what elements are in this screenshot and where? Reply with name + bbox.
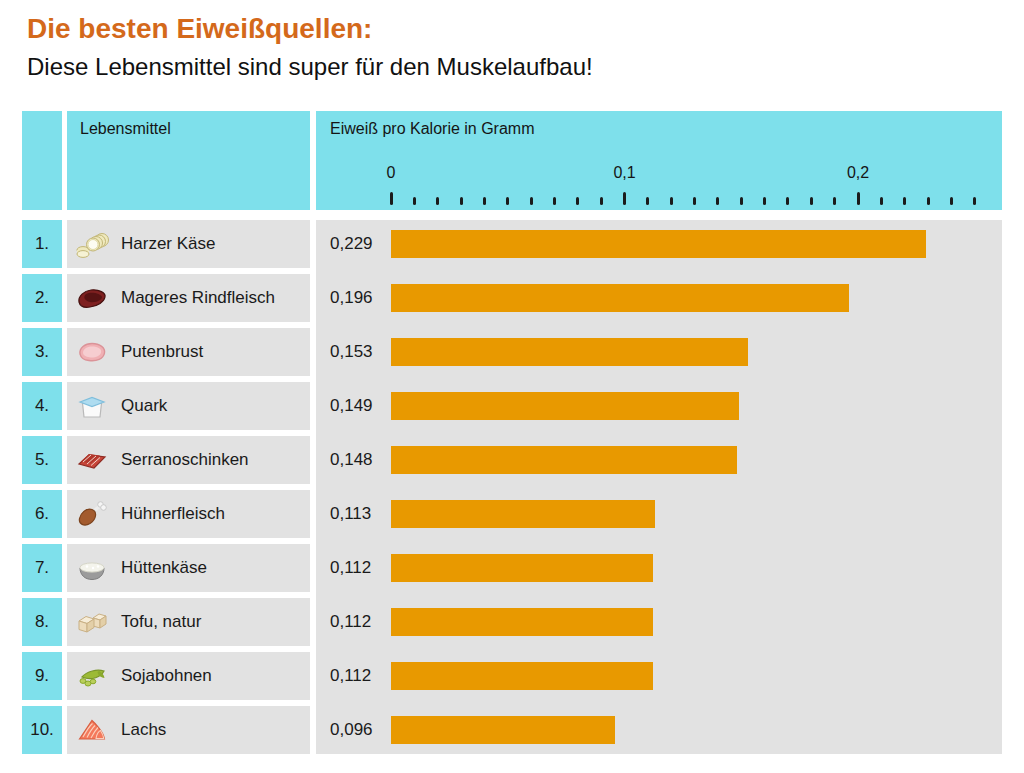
food-label: Mageres Rindfleisch (121, 288, 275, 308)
rank-cell: 10. (22, 706, 62, 754)
rank-label: 4. (35, 396, 49, 416)
rank-cell: 7. (22, 544, 62, 592)
food-label: Quark (121, 396, 167, 416)
rank-label: 2. (35, 288, 49, 308)
rank-label: 1. (35, 234, 49, 254)
rank-cell: 9. (22, 652, 62, 700)
rank-label: 5. (35, 450, 49, 470)
food-cell: Putenbrust (67, 328, 310, 376)
chicken-drumstick-icon (75, 497, 109, 531)
rank-label: 3. (35, 342, 49, 362)
rank-label: 8. (35, 612, 49, 632)
food-label: Lachs (121, 720, 166, 740)
rank-label: 7. (35, 558, 49, 578)
food-label: Hüttenkäse (121, 558, 207, 578)
food-cell: Lachs (67, 706, 310, 754)
food-cell: Hüttenkäse (67, 544, 310, 592)
cheese-rolls-icon (75, 227, 109, 261)
food-label: Serranoschinken (121, 450, 249, 470)
soybeans-icon (75, 659, 109, 693)
food-cell: Serranoschinken (67, 436, 310, 484)
tofu-cubes-icon (75, 605, 109, 639)
beef-icon (75, 281, 109, 315)
rank-label: 10. (30, 720, 54, 740)
food-label: Putenbrust (121, 342, 203, 362)
food-cell: Tofu, natur (67, 598, 310, 646)
rank-label: 6. (35, 504, 49, 524)
salmon-fillet-icon (75, 713, 109, 747)
quark-tub-icon (75, 389, 109, 423)
rank-cell: 3. (22, 328, 62, 376)
food-cell: Quark (67, 382, 310, 430)
food-label: Sojabohnen (121, 666, 212, 686)
rank-cell: 8. (22, 598, 62, 646)
rank-cell: 1. (22, 220, 62, 268)
food-cell: Hühnerfleisch (67, 490, 310, 538)
serrano-ham-icon (75, 443, 109, 477)
food-cell: Sojabohnen (67, 652, 310, 700)
food-label: Tofu, natur (121, 612, 201, 632)
food-cell: Mageres Rindfleisch (67, 274, 310, 322)
rank-cell: 4. (22, 382, 62, 430)
food-label: Harzer Käse (121, 234, 215, 254)
rank-cell: 2. (22, 274, 62, 322)
food-cell: Harzer Käse (67, 220, 310, 268)
rank-cell: 5. (22, 436, 62, 484)
turkey-breast-icon (75, 335, 109, 369)
rank-cell: 6. (22, 490, 62, 538)
infographic-page: Die besten Eiweißquellen: Diese Lebensmi… (0, 0, 1024, 773)
food-label: Hühnerfleisch (121, 504, 225, 524)
table-rows-layer: 1. Harzer Käse 2. Mageres Rindfleisch 3.… (0, 0, 1024, 773)
cottage-cheese-bowl-icon (75, 551, 109, 585)
rank-label: 9. (35, 666, 49, 686)
